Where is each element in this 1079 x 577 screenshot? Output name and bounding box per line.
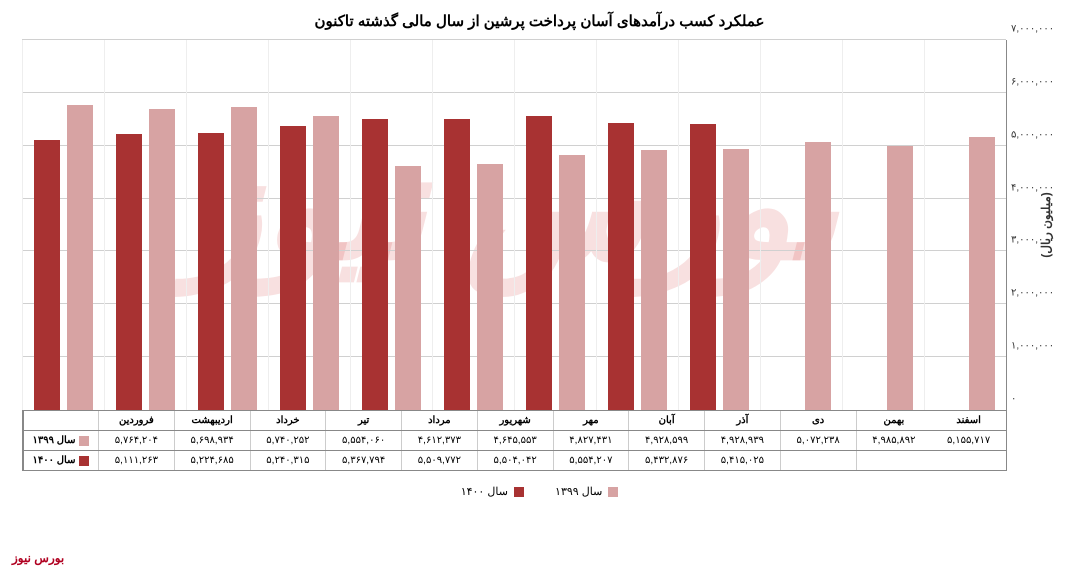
bar-1400 [34, 140, 60, 410]
bar-1400 [198, 133, 224, 410]
value-cell: ۴,۶۱۲,۳۷۳ [401, 431, 477, 450]
bar-1400 [362, 119, 388, 410]
month-group [514, 40, 596, 410]
ytick-label: ۷,۰۰۰,۰۰۰ [1011, 24, 1061, 35]
value-cell: ۵,۱۱۱,۲۶۳ [98, 451, 174, 470]
data-table: فروردیناردیبهشتخردادتیرمردادشهریورمهرآبا… [22, 411, 1007, 471]
series-row-1400: سال ۱۴۰۰ ۵,۱۱۱,۲۶۳۵,۲۲۴,۶۸۵۵,۲۴۰,۳۱۵۵,۳۶… [23, 451, 1006, 470]
bar-1399 [969, 137, 995, 410]
legend-item-1399: سال ۱۳۹۹ [555, 485, 618, 498]
bar-1399 [149, 109, 175, 410]
month-group [432, 40, 514, 410]
value-cell: ۵,۶۹۸,۹۳۴ [174, 431, 250, 450]
ytick-label: ۲,۰۰۰,۰۰۰ [1011, 288, 1061, 299]
ytick-label: ۶,۰۰۰,۰۰۰ [1011, 76, 1061, 87]
row-header-1399: سال ۱۳۹۹ [23, 431, 98, 450]
category-cell: شهریور [477, 411, 553, 430]
bar-1399 [477, 164, 503, 410]
value-cell: ۵,۷۶۴,۲۰۴ [98, 431, 174, 450]
category-cell: اردیبهشت [174, 411, 250, 430]
category-cell: مرداد [401, 411, 477, 430]
value-cell: ۵,۷۴۰,۲۵۲ [250, 431, 326, 450]
legend-swatch-1399 [608, 487, 618, 497]
ytick-label: ۱,۰۰۰,۰۰۰ [1011, 341, 1061, 352]
value-cell: ۵,۰۷۲,۲۳۸ [780, 431, 856, 450]
swatch-1399 [79, 436, 89, 446]
category-cell: خرداد [250, 411, 326, 430]
month-group [22, 40, 104, 410]
month-group [350, 40, 432, 410]
value-cell: ۵,۲۴۰,۳۱۵ [250, 451, 326, 470]
bars-container [22, 40, 1006, 410]
value-cell [856, 451, 932, 470]
bar-1400 [444, 119, 470, 410]
value-cell: ۵,۵۵۴,۰۶۰ [325, 431, 401, 450]
ytick-label: ۵,۰۰۰,۰۰۰ [1011, 129, 1061, 140]
bar-1399 [887, 146, 913, 410]
bar-1399 [805, 142, 831, 410]
bar-1399 [67, 105, 93, 410]
value-cell: ۵,۵۰۴,۰۴۲ [477, 451, 553, 470]
value-cell [931, 451, 1006, 470]
month-group [760, 40, 842, 410]
month-group [268, 40, 350, 410]
bar-1399 [723, 149, 749, 410]
month-group [186, 40, 268, 410]
yaxis-title: (میلیون ریال) [1038, 192, 1052, 258]
category-cell: اسفند [931, 411, 1006, 430]
bar-1399 [641, 150, 667, 411]
legend-item-1400: سال ۱۴۰۰ [461, 485, 524, 498]
bar-1399 [313, 116, 339, 410]
legend-swatch-1400 [514, 487, 524, 497]
series-row-1399: سال ۱۳۹۹ ۵,۷۶۴,۲۰۴۵,۶۹۸,۹۳۴۵,۷۴۰,۲۵۲۵,۵۵… [23, 431, 1006, 451]
category-row: فروردیناردیبهشتخردادتیرمردادشهریورمهرآبا… [23, 411, 1006, 431]
row-header-empty [23, 411, 98, 430]
ytick-label: ۴,۰۰۰,۰۰۰ [1011, 182, 1061, 193]
month-group [842, 40, 924, 410]
category-cell: بهمن [856, 411, 932, 430]
bar-1399 [559, 155, 585, 410]
bar-1400 [690, 124, 716, 410]
value-cell: ۵,۴۳۲,۸۷۶ [628, 451, 704, 470]
bar-1400 [526, 116, 552, 410]
value-cell: ۵,۱۵۵,۷۱۷ [931, 431, 1006, 450]
value-cell: ۵,۵۵۴,۲۰۷ [553, 451, 629, 470]
month-group [924, 40, 1006, 410]
row-header-1400: سال ۱۴۰۰ [23, 451, 98, 470]
category-cell: آبان [628, 411, 704, 430]
bar-1400 [280, 126, 306, 410]
swatch-1400 [79, 456, 89, 466]
value-cell: ۵,۵۰۹,۷۷۲ [401, 451, 477, 470]
category-cell: آذر [704, 411, 780, 430]
value-cell: ۴,۹۲۸,۵۹۹ [628, 431, 704, 450]
ytick-label: ۳,۰۰۰,۰۰۰ [1011, 235, 1061, 246]
legend: سال ۱۳۹۹ سال ۱۴۰۰ [12, 485, 1067, 500]
plot-area: بورس نیوز (میلیون ریال) ۰۱,۰۰۰,۰۰۰۲,۰۰۰,… [22, 40, 1007, 411]
chart-container: عملکرد کسب درآمدهای آسان پرداخت پرشین از… [12, 12, 1067, 565]
bar-1399 [231, 107, 257, 410]
footer-credit: بورس نیوز [12, 551, 64, 565]
value-cell: ۴,۹۸۵,۸۹۲ [856, 431, 932, 450]
month-group [596, 40, 678, 410]
value-cell: ۴,۹۲۸,۹۳۹ [704, 431, 780, 450]
month-group [678, 40, 760, 410]
value-cell: ۵,۴۱۵,۰۲۵ [704, 451, 780, 470]
chart-title: عملکرد کسب درآمدهای آسان پرداخت پرشین از… [12, 12, 1067, 30]
value-cell: ۵,۳۶۷,۷۹۴ [325, 451, 401, 470]
category-cell: فروردین [98, 411, 174, 430]
category-cell: دی [780, 411, 856, 430]
value-cell: ۴,۸۲۷,۴۳۱ [553, 431, 629, 450]
category-cell: تیر [325, 411, 401, 430]
ytick-label: ۰ [1011, 394, 1061, 405]
bar-1400 [116, 134, 142, 410]
category-cell: مهر [553, 411, 629, 430]
bar-1399 [395, 166, 421, 410]
value-cell [780, 451, 856, 470]
month-group [104, 40, 186, 410]
bar-1400 [608, 123, 634, 410]
value-cell: ۵,۲۲۴,۶۸۵ [174, 451, 250, 470]
value-cell: ۴,۶۴۵,۵۵۳ [477, 431, 553, 450]
